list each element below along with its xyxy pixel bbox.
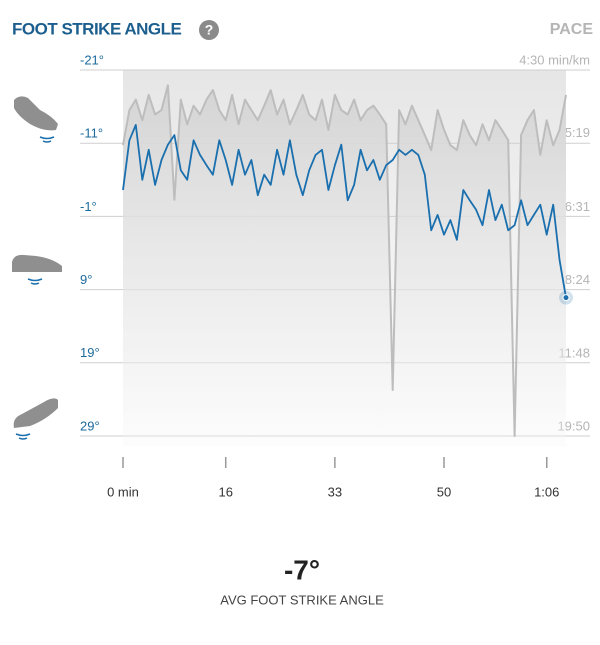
help-icon[interactable] — [199, 20, 219, 40]
summary-label: AVG FOOT STRIKE ANGLE — [220, 592, 384, 607]
y-tick-label: -21° — [80, 52, 104, 67]
y2-tick-label: 5:19 — [565, 125, 590, 140]
x-tick-label: 16 — [218, 484, 232, 499]
chart-title: FOOT STRIKE ANGLE — [12, 19, 182, 38]
pace-area — [123, 85, 566, 447]
y-tick-label: 19° — [80, 345, 100, 360]
help-icon-text[interactable]: ? — [205, 22, 214, 38]
y2-tick-label: 11:48 — [558, 345, 590, 360]
y-tick-label: 9° — [80, 272, 92, 287]
shoe-heel-icon — [14, 96, 58, 143]
angle-line — [122, 124, 567, 298]
end-marker — [562, 294, 570, 302]
summary-value: -7° — [284, 554, 320, 585]
y-tick-label: 29° — [80, 418, 100, 433]
shoe-flat-icon — [12, 254, 62, 285]
y2-tick-label: 8:24 — [565, 272, 590, 287]
y-tick-label: -11° — [80, 126, 103, 141]
y2-tick-label: 6:31 — [565, 199, 590, 214]
x-tick-label: 1:06 — [534, 484, 559, 499]
shoe-toe-icon — [13, 398, 58, 440]
x-tick-label: 50 — [437, 484, 451, 499]
y-tick-label: -1° — [80, 199, 97, 214]
x-tick-label: 0 min — [107, 484, 139, 499]
pace-title[interactable]: PACE — [550, 21, 594, 38]
pace-line — [122, 84, 567, 437]
x-tick-label: 33 — [328, 484, 342, 499]
y2-tick-label: 4:30 min/km — [519, 52, 590, 67]
